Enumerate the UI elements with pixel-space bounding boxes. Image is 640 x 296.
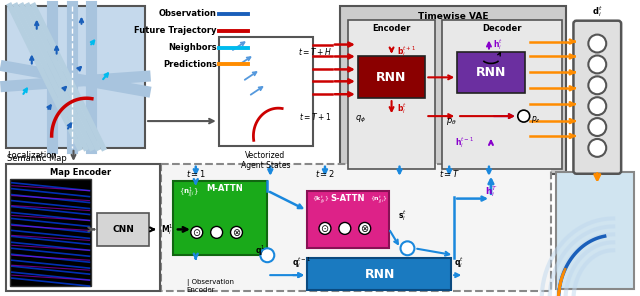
Text: Timewise VAE: Timewise VAE	[418, 12, 488, 21]
Bar	[10, 179, 92, 286]
Text: $\mathbf{h}_i^{t-1}$: $\mathbf{h}_i^{t-1}$	[455, 136, 474, 150]
Text: $\mathbf{b}_i^{t+1}$: $\mathbf{b}_i^{t+1}$	[397, 44, 415, 59]
Text: Predictions: Predictions	[163, 60, 216, 69]
Text: $\otimes$: $\otimes$	[360, 223, 369, 234]
Bar	[173, 181, 268, 255]
Circle shape	[319, 223, 331, 234]
Text: CNN: CNN	[112, 225, 134, 234]
Text: RNN: RNN	[364, 268, 395, 281]
Circle shape	[518, 110, 530, 122]
Text: $\odot$: $\odot$	[192, 227, 202, 238]
Circle shape	[339, 223, 351, 234]
Bar	[556, 172, 634, 289]
Text: $\odot$: $\odot$	[321, 223, 330, 234]
Text: Decoder: Decoder	[482, 24, 522, 33]
Bar	[307, 191, 388, 248]
Text: $\mathbf{s}_i^t$: $\mathbf{s}_i^t$	[397, 208, 406, 223]
Text: $t = T+H$: $t = T+H$	[298, 46, 332, 57]
Circle shape	[359, 223, 371, 234]
Bar	[97, 213, 149, 246]
Text: $\mathbf{h}_i^t$: $\mathbf{h}_i^t$	[493, 37, 503, 52]
Text: $t = T+1$: $t = T+1$	[300, 111, 332, 122]
Circle shape	[401, 241, 415, 255]
Text: $\mathbf{q}_i^t$: $\mathbf{q}_i^t$	[454, 255, 464, 270]
Bar	[442, 20, 561, 169]
Bar	[307, 258, 451, 290]
Text: Encoder: Encoder	[372, 24, 411, 33]
Text: $\mathbf{M}_i^1$: $\mathbf{M}_i^1$	[161, 222, 173, 237]
Text: Localization: Localization	[7, 151, 57, 160]
Text: $\mathbf{h}_i^T$: $\mathbf{h}_i^T$	[484, 184, 497, 199]
Bar	[161, 164, 550, 291]
Bar	[457, 52, 525, 93]
Text: $\mathbf{d}_i^t$: $\mathbf{d}_i^t$	[592, 4, 603, 19]
Bar	[6, 6, 145, 148]
Bar	[219, 37, 313, 146]
Bar	[358, 57, 426, 98]
Text: $q_\phi$: $q_\phi$	[355, 114, 366, 125]
Text: $t = 1$: $t = 1$	[186, 168, 206, 179]
Text: $\{\mathbf{n}_{j|i}^t\}$: $\{\mathbf{n}_{j|i}^t\}$	[370, 194, 387, 205]
Circle shape	[588, 97, 606, 115]
Text: $\{\mathbf{k}_{j|i}^t\}$: $\{\mathbf{k}_{j|i}^t\}$	[312, 194, 330, 205]
Circle shape	[191, 226, 203, 238]
Text: Observation: Observation	[159, 9, 216, 18]
Text: | Observation
Encoder: | Observation Encoder	[187, 279, 234, 293]
Text: Future Trajectory: Future Trajectory	[134, 26, 216, 35]
Text: $\{\mathbf{n}_{j|i}^1\}$: $\{\mathbf{n}_{j|i}^1\}$	[179, 185, 198, 200]
Text: RNN: RNN	[476, 66, 506, 79]
Bar	[348, 20, 435, 169]
Text: $p_\theta$: $p_\theta$	[446, 115, 457, 127]
Circle shape	[230, 226, 243, 238]
Text: $\otimes$: $\otimes$	[232, 227, 241, 238]
Text: Map Encoder: Map Encoder	[50, 168, 111, 177]
FancyBboxPatch shape	[573, 21, 621, 174]
Bar	[6, 164, 160, 291]
Circle shape	[211, 226, 223, 238]
Text: $\mathbf{b}_i^{t}$: $\mathbf{b}_i^{t}$	[397, 101, 406, 116]
Circle shape	[588, 76, 606, 94]
Text: RNN: RNN	[376, 71, 407, 84]
Circle shape	[588, 35, 606, 52]
Circle shape	[588, 55, 606, 73]
Circle shape	[588, 118, 606, 136]
Text: $t = 2$: $t = 2$	[315, 168, 335, 179]
Text: M-ATTN: M-ATTN	[206, 184, 243, 193]
Text: Vectorized
Agent States: Vectorized Agent States	[241, 151, 290, 170]
Circle shape	[588, 139, 606, 157]
Text: Semantic Map: Semantic Map	[7, 154, 67, 163]
Bar	[340, 6, 566, 174]
Text: $t = T$: $t = T$	[438, 168, 460, 179]
Text: $\mathbf{q}_i^1$: $\mathbf{q}_i^1$	[255, 243, 266, 258]
Text: $p_z$: $p_z$	[531, 114, 541, 125]
Text: Neighbors: Neighbors	[168, 43, 216, 52]
Text: $\mathbf{q}_i^{t-1}$: $\mathbf{q}_i^{t-1}$	[292, 255, 311, 270]
Text: S-ATTN: S-ATTN	[331, 194, 365, 203]
Circle shape	[260, 248, 275, 262]
